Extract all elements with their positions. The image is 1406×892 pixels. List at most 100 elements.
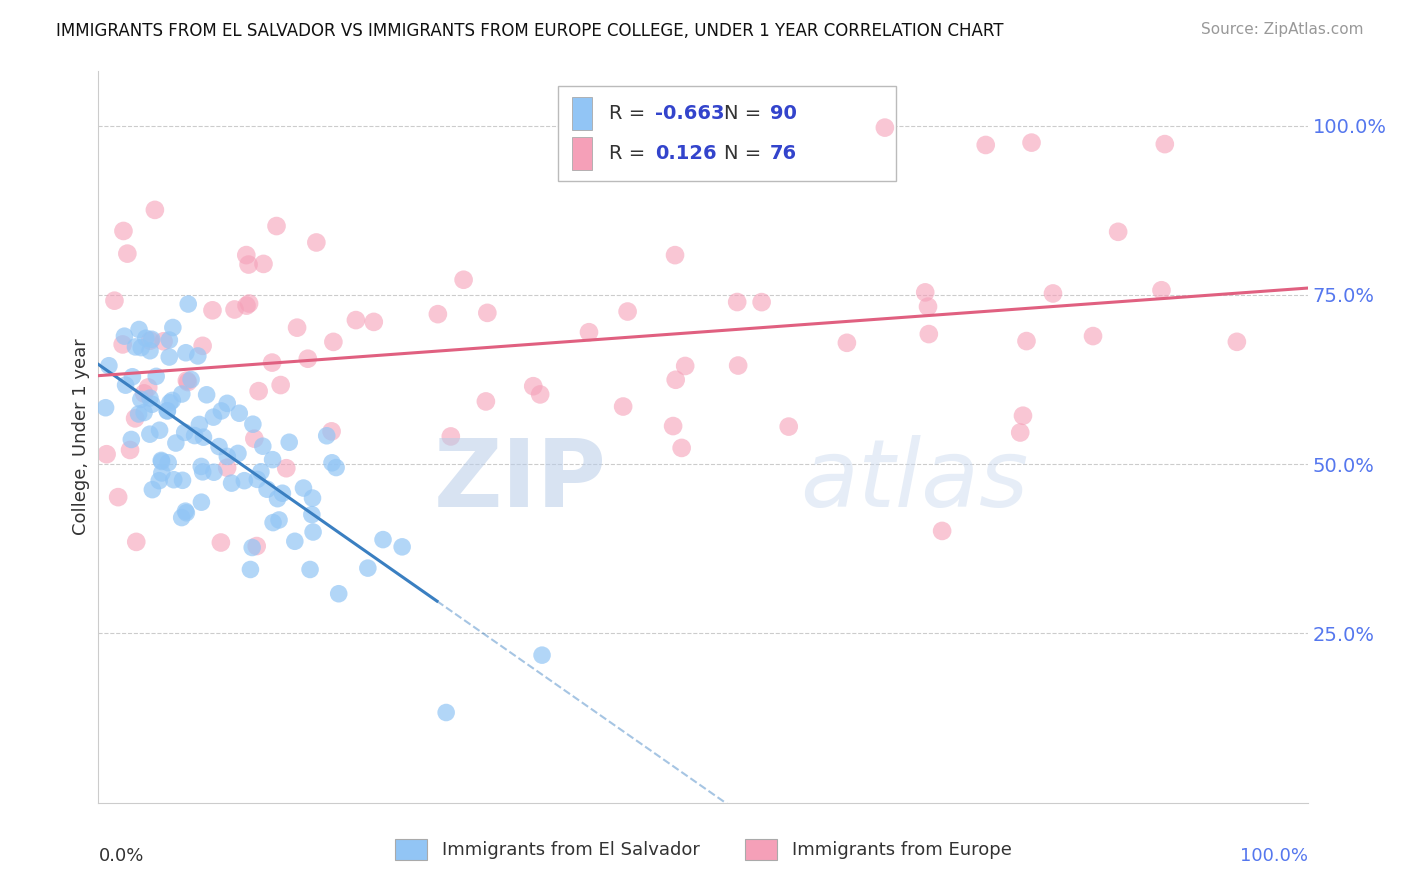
Point [1012, 409, 1035, 423]
Point [247, 384, 270, 398]
Point [143, 202, 166, 217]
Point [118, 442, 141, 457]
Point [117, 246, 139, 260]
Point [285, 320, 308, 334]
Point [299, 562, 322, 576]
Point [1107, 225, 1129, 239]
Point [391, 540, 413, 554]
FancyBboxPatch shape [558, 86, 897, 181]
Point [201, 303, 224, 318]
Point [276, 461, 298, 475]
Point [174, 345, 197, 359]
Point [128, 407, 150, 421]
Point [170, 510, 193, 524]
Point [1081, 329, 1104, 343]
Point [129, 341, 152, 355]
Point [149, 423, 172, 437]
Point [157, 350, 180, 364]
Point [148, 474, 170, 488]
Point [150, 466, 173, 480]
Point [217, 396, 239, 410]
Point [195, 388, 218, 402]
Point [974, 138, 997, 153]
Point [170, 387, 193, 401]
Text: 90: 90 [769, 104, 796, 123]
Point [453, 273, 475, 287]
Point [246, 539, 269, 553]
Text: Source: ZipAtlas.com: Source: ZipAtlas.com [1201, 22, 1364, 37]
Point [125, 535, 148, 549]
Legend: Immigrants from El Salvador, Immigrants from Europe: Immigrants from El Salvador, Immigrants … [388, 831, 1018, 867]
Text: -0.663: -0.663 [655, 104, 724, 123]
Point [278, 435, 301, 450]
Point [238, 258, 260, 272]
Point [134, 386, 156, 401]
Point [357, 561, 380, 575]
Text: ZIP: ZIP [433, 435, 606, 527]
Text: 0.126: 0.126 [655, 144, 716, 162]
Point [1015, 334, 1038, 348]
Point [209, 535, 232, 549]
Text: N =: N = [724, 104, 768, 123]
Point [301, 491, 323, 505]
Point [156, 404, 179, 418]
Point [325, 460, 347, 475]
Point [145, 369, 167, 384]
Point [322, 334, 344, 349]
Point [172, 473, 194, 487]
Point [321, 456, 343, 470]
Point [124, 340, 146, 354]
Point [152, 334, 174, 349]
Point [97, 359, 120, 373]
Point [475, 394, 498, 409]
Point [262, 355, 284, 369]
Point [150, 454, 173, 468]
Point [284, 534, 307, 549]
Point [252, 439, 274, 453]
Point [202, 410, 225, 425]
Point [262, 452, 284, 467]
Point [129, 392, 152, 407]
Point [176, 506, 198, 520]
Point [305, 235, 328, 250]
Point [434, 706, 457, 720]
Point [242, 417, 264, 432]
Point [238, 296, 260, 310]
Point [156, 404, 179, 418]
Point [522, 379, 544, 393]
Point [208, 440, 231, 454]
Point [136, 380, 159, 394]
Point [157, 333, 180, 347]
Point [139, 391, 162, 405]
Point [266, 491, 288, 506]
Point [174, 504, 197, 518]
Point [262, 516, 284, 530]
Point [328, 587, 350, 601]
Point [180, 372, 202, 386]
Text: R =: R = [609, 104, 651, 123]
Point [191, 465, 214, 479]
Point [141, 397, 163, 411]
Point [177, 297, 200, 311]
Point [297, 351, 319, 366]
Point [578, 325, 600, 339]
Point [224, 302, 246, 317]
Point [440, 429, 463, 443]
Point [228, 406, 250, 420]
Point [673, 359, 696, 373]
Point [270, 378, 292, 392]
Point [157, 456, 180, 470]
Point [301, 508, 323, 522]
Point [240, 541, 263, 555]
FancyBboxPatch shape [572, 136, 592, 169]
Point [183, 428, 205, 442]
Point [124, 411, 146, 425]
Text: N =: N = [724, 144, 768, 162]
Point [344, 313, 367, 327]
Point [671, 441, 693, 455]
Point [159, 395, 181, 409]
Point [132, 405, 155, 419]
Point [226, 446, 249, 460]
Point [271, 486, 294, 500]
Y-axis label: College, Under 1 year: College, Under 1 year [72, 339, 90, 535]
